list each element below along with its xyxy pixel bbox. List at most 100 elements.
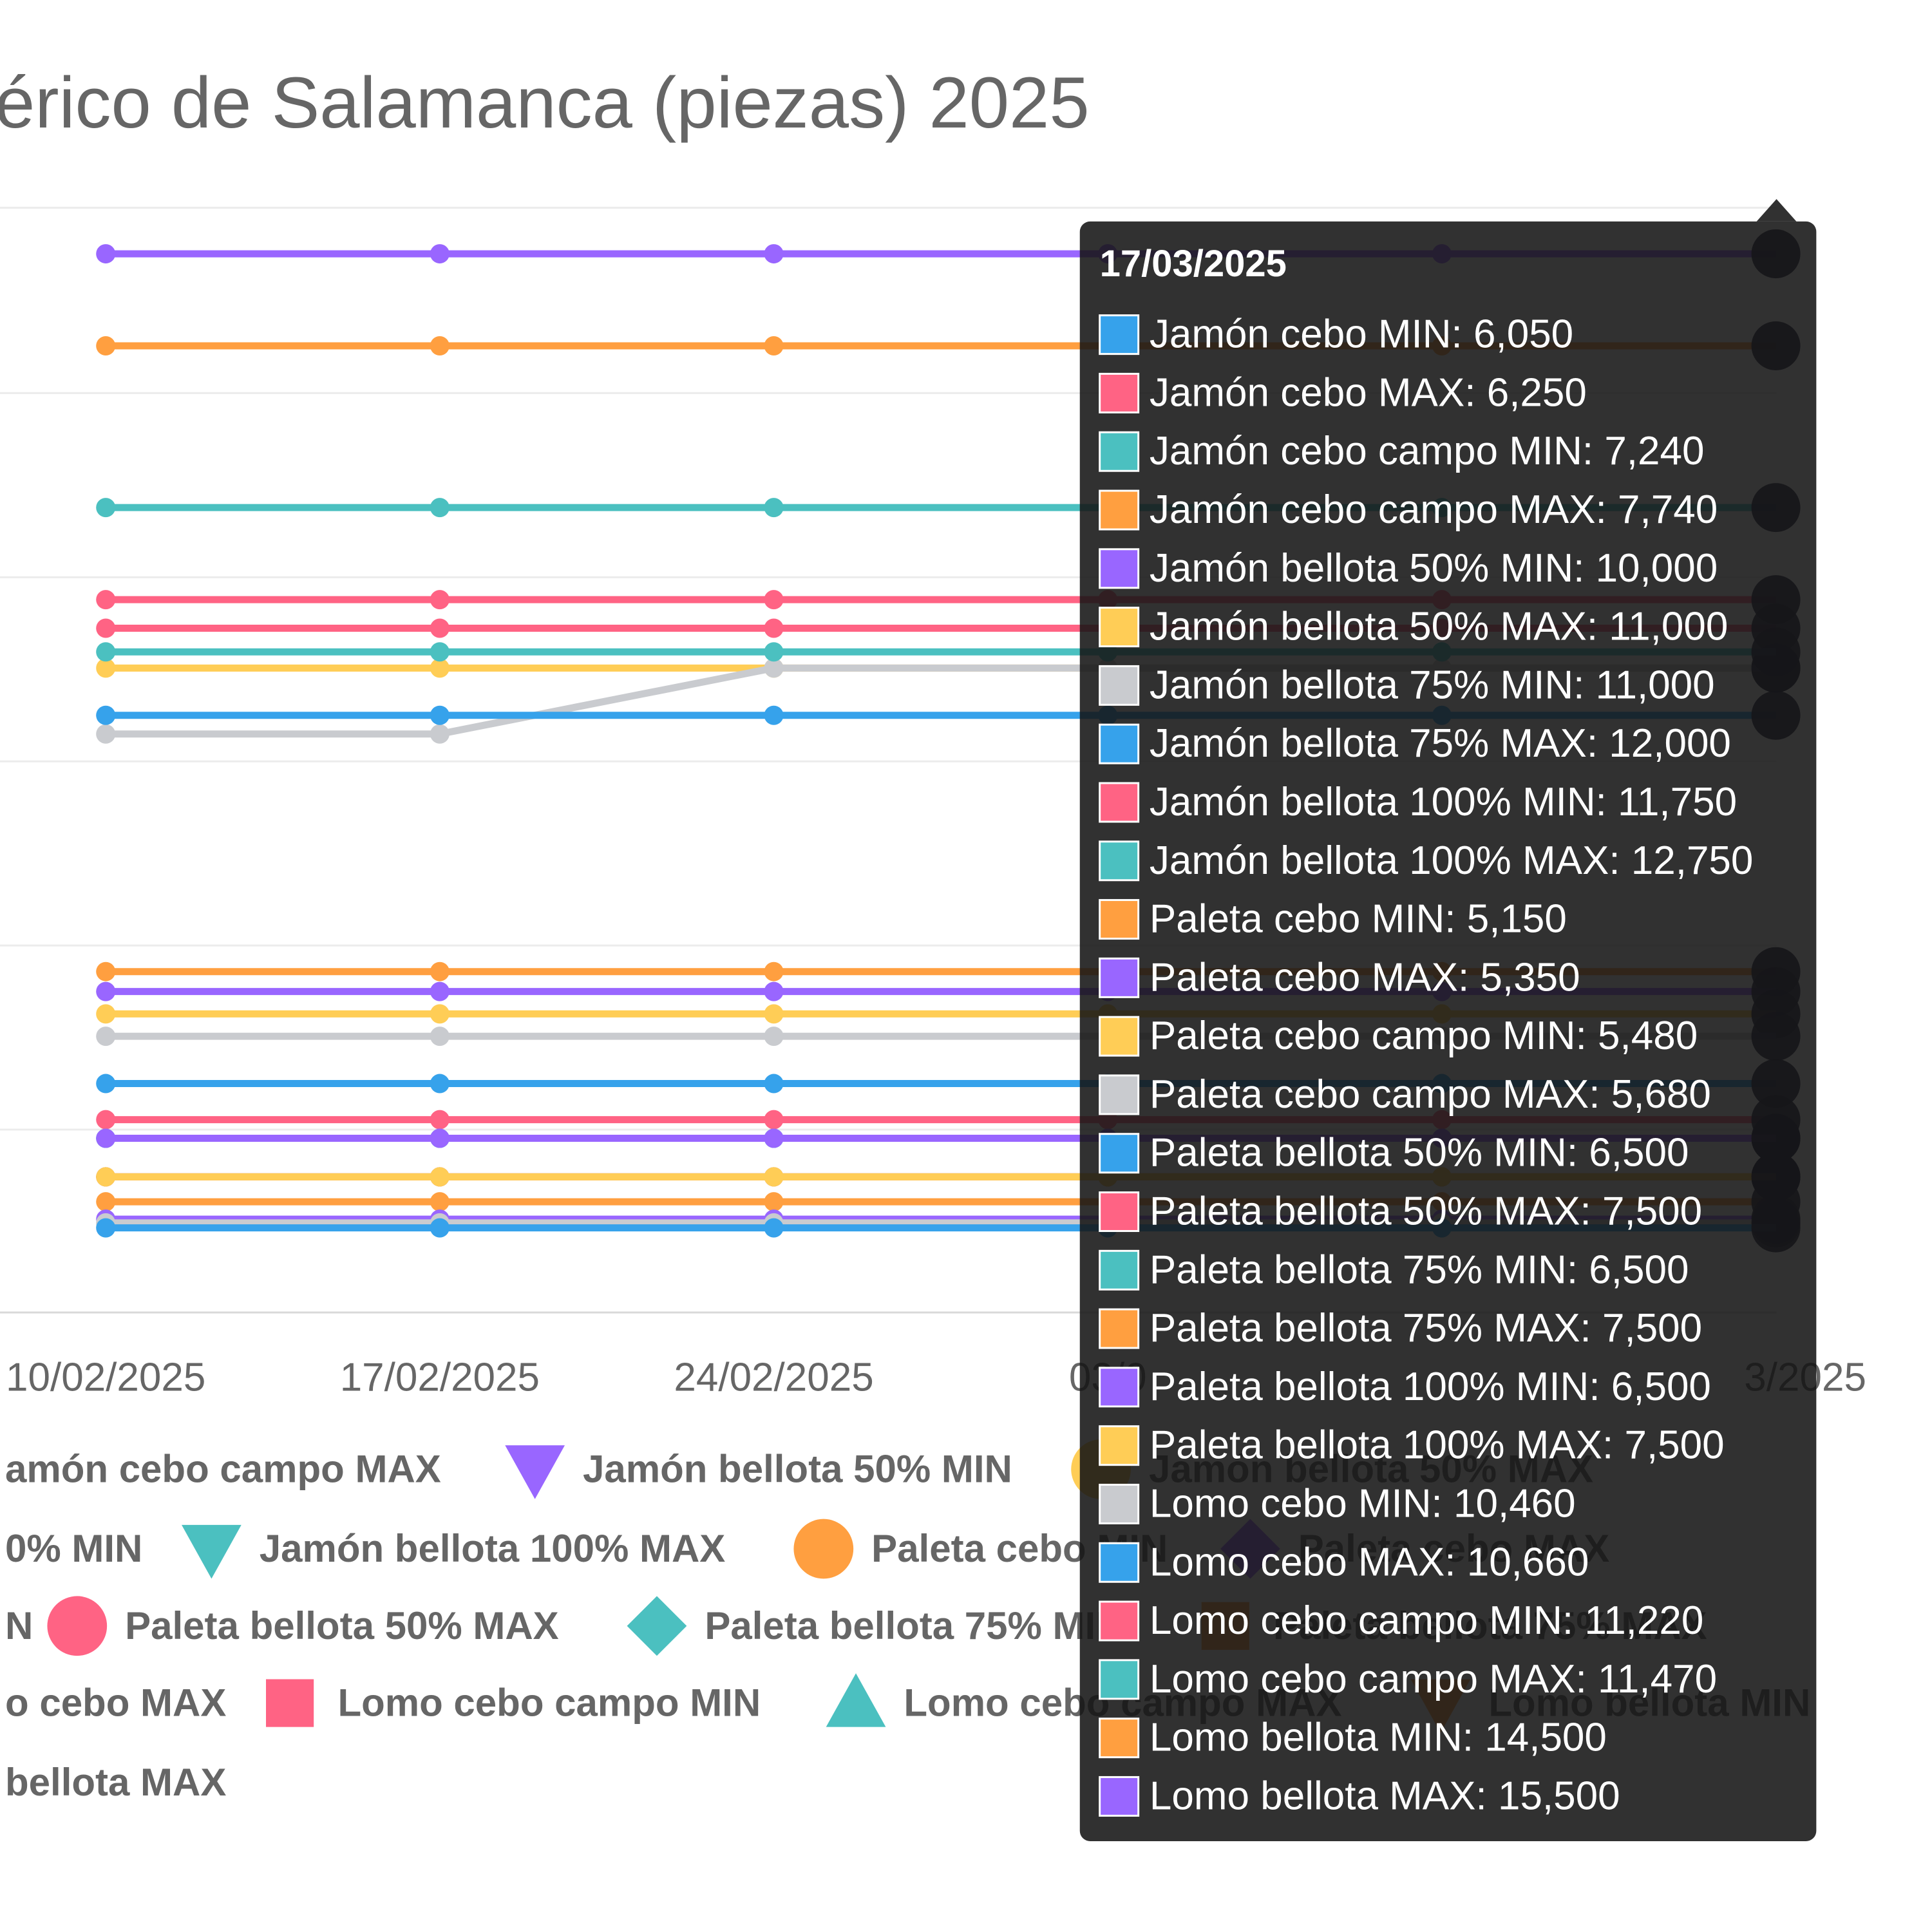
data-point[interactable]: [96, 961, 116, 981]
tooltip-row: Jamón bellota 100% MIN: 11,750: [1099, 780, 1737, 824]
x-tick-label: 10/02/2025: [6, 1356, 205, 1400]
tooltip-row: Jamón cebo campo MAX: 7,740: [1099, 488, 1718, 532]
legend-marker: [266, 1679, 314, 1727]
data-point[interactable]: [96, 1167, 116, 1187]
legend-label: N: [5, 1604, 33, 1647]
tooltip-label: Jamón bellota 100% MIN: 11,750: [1150, 780, 1737, 824]
tooltip-swatch: [1099, 1249, 1140, 1291]
data-point[interactable]: [430, 705, 450, 725]
tooltip-label: Jamón bellota 50% MAX: 11,000: [1150, 605, 1728, 649]
data-point[interactable]: [96, 658, 116, 678]
tooltip-label: Jamón cebo MIN: 6,050: [1150, 312, 1573, 357]
data-point[interactable]: [430, 1167, 450, 1187]
data-point[interactable]: [96, 1218, 116, 1238]
tooltip-label: Paleta bellota 75% MAX: 7,500: [1150, 1306, 1702, 1350]
data-point[interactable]: [96, 1074, 116, 1094]
tooltip-swatch: [1099, 1191, 1140, 1233]
data-point[interactable]: [430, 498, 450, 518]
data-point[interactable]: [764, 981, 784, 1001]
data-point[interactable]: [764, 1004, 784, 1024]
data-point[interactable]: [764, 1110, 784, 1130]
data-point[interactable]: [764, 1218, 784, 1238]
legend-marker: [627, 1596, 687, 1656]
data-point[interactable]: [96, 724, 116, 744]
tooltip: 17/03/2025 Jamón cebo MIN: 6,050 Jamón ceb…: [1079, 199, 1817, 1841]
data-point[interactable]: [764, 244, 784, 264]
data-point[interactable]: [764, 1167, 784, 1187]
legend-item[interactable]: Jamón bellota 100% MAX: [182, 1524, 726, 1579]
tooltip-label: Lomo cebo MAX: 10,660: [1150, 1540, 1589, 1584]
data-point[interactable]: [430, 961, 450, 981]
data-point[interactable]: [96, 642, 116, 662]
data-point[interactable]: [96, 618, 116, 638]
grid-layer: [0, 207, 1777, 1314]
legend-item[interactable]: amón cebo campo MAX: [5, 1447, 441, 1490]
tooltip-row: Jamón bellota 100% MAX: 12,750: [1099, 838, 1753, 883]
x-tick-label: 17/02/2025: [340, 1356, 540, 1400]
tooltip-row: Paleta cebo campo MIN: 5,480: [1099, 1014, 1698, 1058]
data-point[interactable]: [96, 705, 116, 725]
legend-item[interactable]: Jamón bellota 50% MIN: [505, 1445, 1012, 1499]
tooltip-label: Jamón bellota 75% MIN: 11,000: [1150, 663, 1715, 707]
tooltip-row: Lomo cebo MAX: 10,660: [1099, 1540, 1589, 1584]
legend-item[interactable]: 0% MIN: [5, 1527, 142, 1570]
tooltip-row: Jamón cebo campo MIN: 7,240: [1099, 429, 1704, 473]
tooltip-label: Jamón bellota 100% MAX: 12,750: [1150, 838, 1753, 883]
data-point[interactable]: [96, 1004, 116, 1024]
tooltip-row: Paleta bellota 50% MAX: 7,500: [1099, 1189, 1702, 1234]
data-point[interactable]: [430, 724, 450, 744]
data-point[interactable]: [764, 658, 784, 678]
legend-item[interactable]: Paleta bellota 75% MIN: [627, 1596, 1124, 1656]
data-point[interactable]: [764, 336, 784, 356]
data-point[interactable]: [96, 498, 116, 518]
data-point[interactable]: [430, 658, 450, 678]
data-point[interactable]: [764, 498, 784, 518]
tooltip-swatch: [1099, 1659, 1140, 1700]
data-point[interactable]: [430, 1218, 450, 1238]
legend-item[interactable]: Lomo cebo campo MIN: [266, 1679, 761, 1727]
data-point[interactable]: [430, 1027, 450, 1046]
tooltip-swatch: [1099, 782, 1140, 823]
data-point[interactable]: [764, 1192, 784, 1212]
legend-label: o cebo MAX: [5, 1681, 226, 1725]
data-point[interactable]: [96, 981, 116, 1001]
data-point[interactable]: [96, 1192, 116, 1212]
data-point[interactable]: [430, 1192, 450, 1212]
data-point[interactable]: [764, 590, 784, 610]
data-point[interactable]: [430, 618, 450, 638]
data-point[interactable]: [764, 642, 784, 662]
data-point[interactable]: [96, 244, 116, 264]
data-point[interactable]: [764, 1074, 784, 1094]
data-point[interactable]: [764, 1128, 784, 1148]
tooltip-row: Jamón bellota 50% MAX: 11,000: [1099, 605, 1728, 649]
data-point[interactable]: [430, 642, 450, 662]
data-point[interactable]: [430, 1110, 450, 1130]
data-point[interactable]: [96, 590, 116, 610]
data-point[interactable]: [430, 1004, 450, 1024]
tooltip-row: Paleta bellota 75% MIN: 6,500: [1099, 1247, 1689, 1292]
data-point[interactable]: [430, 244, 450, 264]
tooltip-swatch: [1099, 1367, 1140, 1408]
data-point[interactable]: [764, 961, 784, 981]
data-point[interactable]: [430, 1074, 450, 1094]
data-point[interactable]: [96, 1027, 116, 1046]
data-point[interactable]: [764, 705, 784, 725]
data-point[interactable]: [96, 336, 116, 356]
data-point[interactable]: [96, 1110, 116, 1130]
data-point[interactable]: [764, 618, 784, 638]
tooltip-title: 17/03/2025: [1100, 243, 1287, 285]
data-point[interactable]: [430, 1128, 450, 1148]
legend-item[interactable]: Paleta bellota 50% MAX: [47, 1596, 559, 1656]
data-point[interactable]: [764, 1027, 784, 1046]
data-point[interactable]: [430, 981, 450, 1001]
data-point[interactable]: [96, 1128, 116, 1148]
legend-item[interactable]: N: [5, 1604, 33, 1647]
tooltip-swatch: [1099, 1718, 1140, 1759]
data-point[interactable]: [430, 590, 450, 610]
tooltip-swatch: [1099, 1074, 1140, 1115]
legend-item[interactable]: o cebo MAX: [5, 1681, 226, 1725]
legend-item[interactable]: bellota MAX: [5, 1761, 226, 1804]
legend-label: Jamón bellota 100% MAX: [260, 1527, 726, 1570]
data-point[interactable]: [430, 336, 450, 356]
